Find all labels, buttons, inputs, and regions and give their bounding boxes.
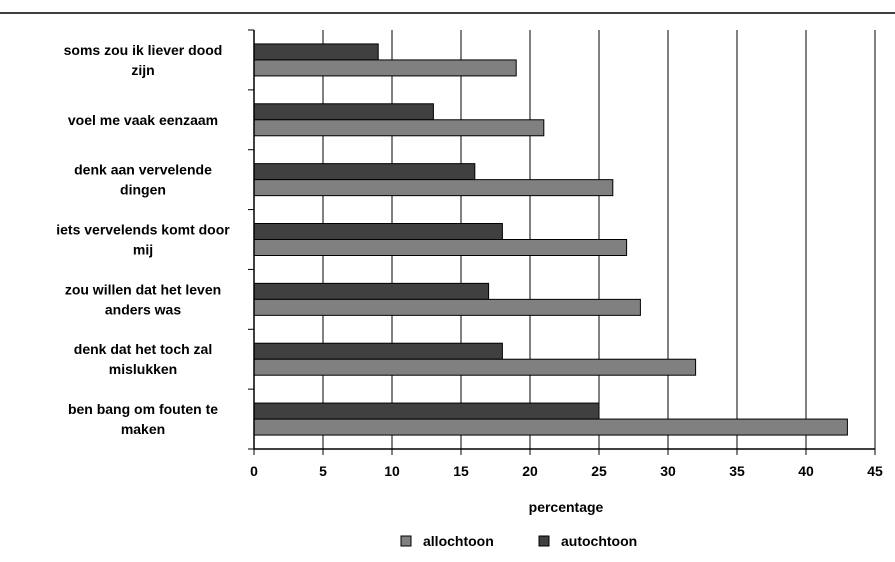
x-tick-label: 0 [250, 463, 258, 479]
x-tick-label: 10 [384, 463, 400, 479]
category-label-line: mislukken [109, 361, 177, 377]
x-axis-label: percentage [529, 499, 604, 515]
bar-autochtoon [253, 282, 490, 300]
x-tick-label: 45 [867, 463, 883, 479]
x-tick-label: 40 [798, 463, 814, 479]
category-label-line: soms zou ik liever dood [64, 42, 223, 58]
bar-autochtoon [253, 103, 434, 121]
legend-swatch-allochtoon [400, 535, 412, 547]
x-tick-label: 30 [660, 463, 676, 479]
category-label: denk aan vervelende dingen [74, 162, 212, 198]
legend-label-allochtoon: allochtoon [423, 533, 494, 549]
bar-allochtoon [253, 239, 628, 256]
bar-autochtoon [253, 342, 503, 360]
category-label-line: zou willen dat het leven [65, 281, 221, 297]
category-label-line: dingen [120, 182, 166, 198]
bar-allochtoon [253, 179, 614, 197]
bar-allochtoon [253, 298, 641, 316]
bar-autochtoon [253, 402, 600, 420]
bars [253, 43, 848, 436]
category-label-line: voel me vaak eenzaam [68, 112, 218, 128]
legend: allochtoon autochtoon [400, 533, 637, 549]
x-tick-label: 20 [522, 463, 538, 479]
legend-label-autochtoon: autochtoon [561, 533, 637, 549]
category-label-line: denk dat het toch zal [74, 341, 212, 357]
category-label-line: iets vervelends komt door [56, 222, 230, 238]
category-label: soms zou ik liever dood zijn [64, 42, 223, 78]
category-label: voel me vaak eenzaam [68, 112, 218, 128]
category-labels: soms zou ik liever dood zijn voel me vaak … [56, 42, 230, 437]
x-tick-label: 35 [729, 463, 745, 479]
bar-allochtoon [253, 119, 545, 137]
category-label-line: denk aan vervelende [74, 162, 212, 178]
category-label: denk dat het toch zal mislukken [74, 341, 212, 377]
bar-allochtoon [253, 59, 517, 77]
category-label: ben bang om fouten te maken [68, 401, 218, 437]
bar-autochtoon [253, 43, 379, 61]
category-label: iets vervelends komt door mij [56, 222, 230, 258]
x-tick-label: 15 [453, 463, 469, 479]
x-tick-label: 5 [319, 463, 327, 479]
category-label-line: mij [133, 242, 153, 258]
bar-allochtoon [253, 418, 848, 436]
x-tick-label: 25 [591, 463, 607, 479]
category-label-line: ben bang om fouten te [68, 401, 218, 417]
bar-autochtoon [253, 163, 476, 181]
x-tick-labels: 0 5 10 15 20 25 30 35 40 45 [250, 463, 883, 479]
category-label-line: maken [121, 421, 165, 437]
category-label-line: anders was [105, 301, 181, 317]
category-label: zou willen dat het leven anders was [65, 281, 221, 317]
category-label-line: zijn [131, 62, 154, 78]
bar-allochtoon [253, 358, 697, 376]
bar-autochtoon [253, 223, 503, 240]
axes [248, 29, 876, 455]
legend-swatch-autochtoon [538, 535, 550, 547]
